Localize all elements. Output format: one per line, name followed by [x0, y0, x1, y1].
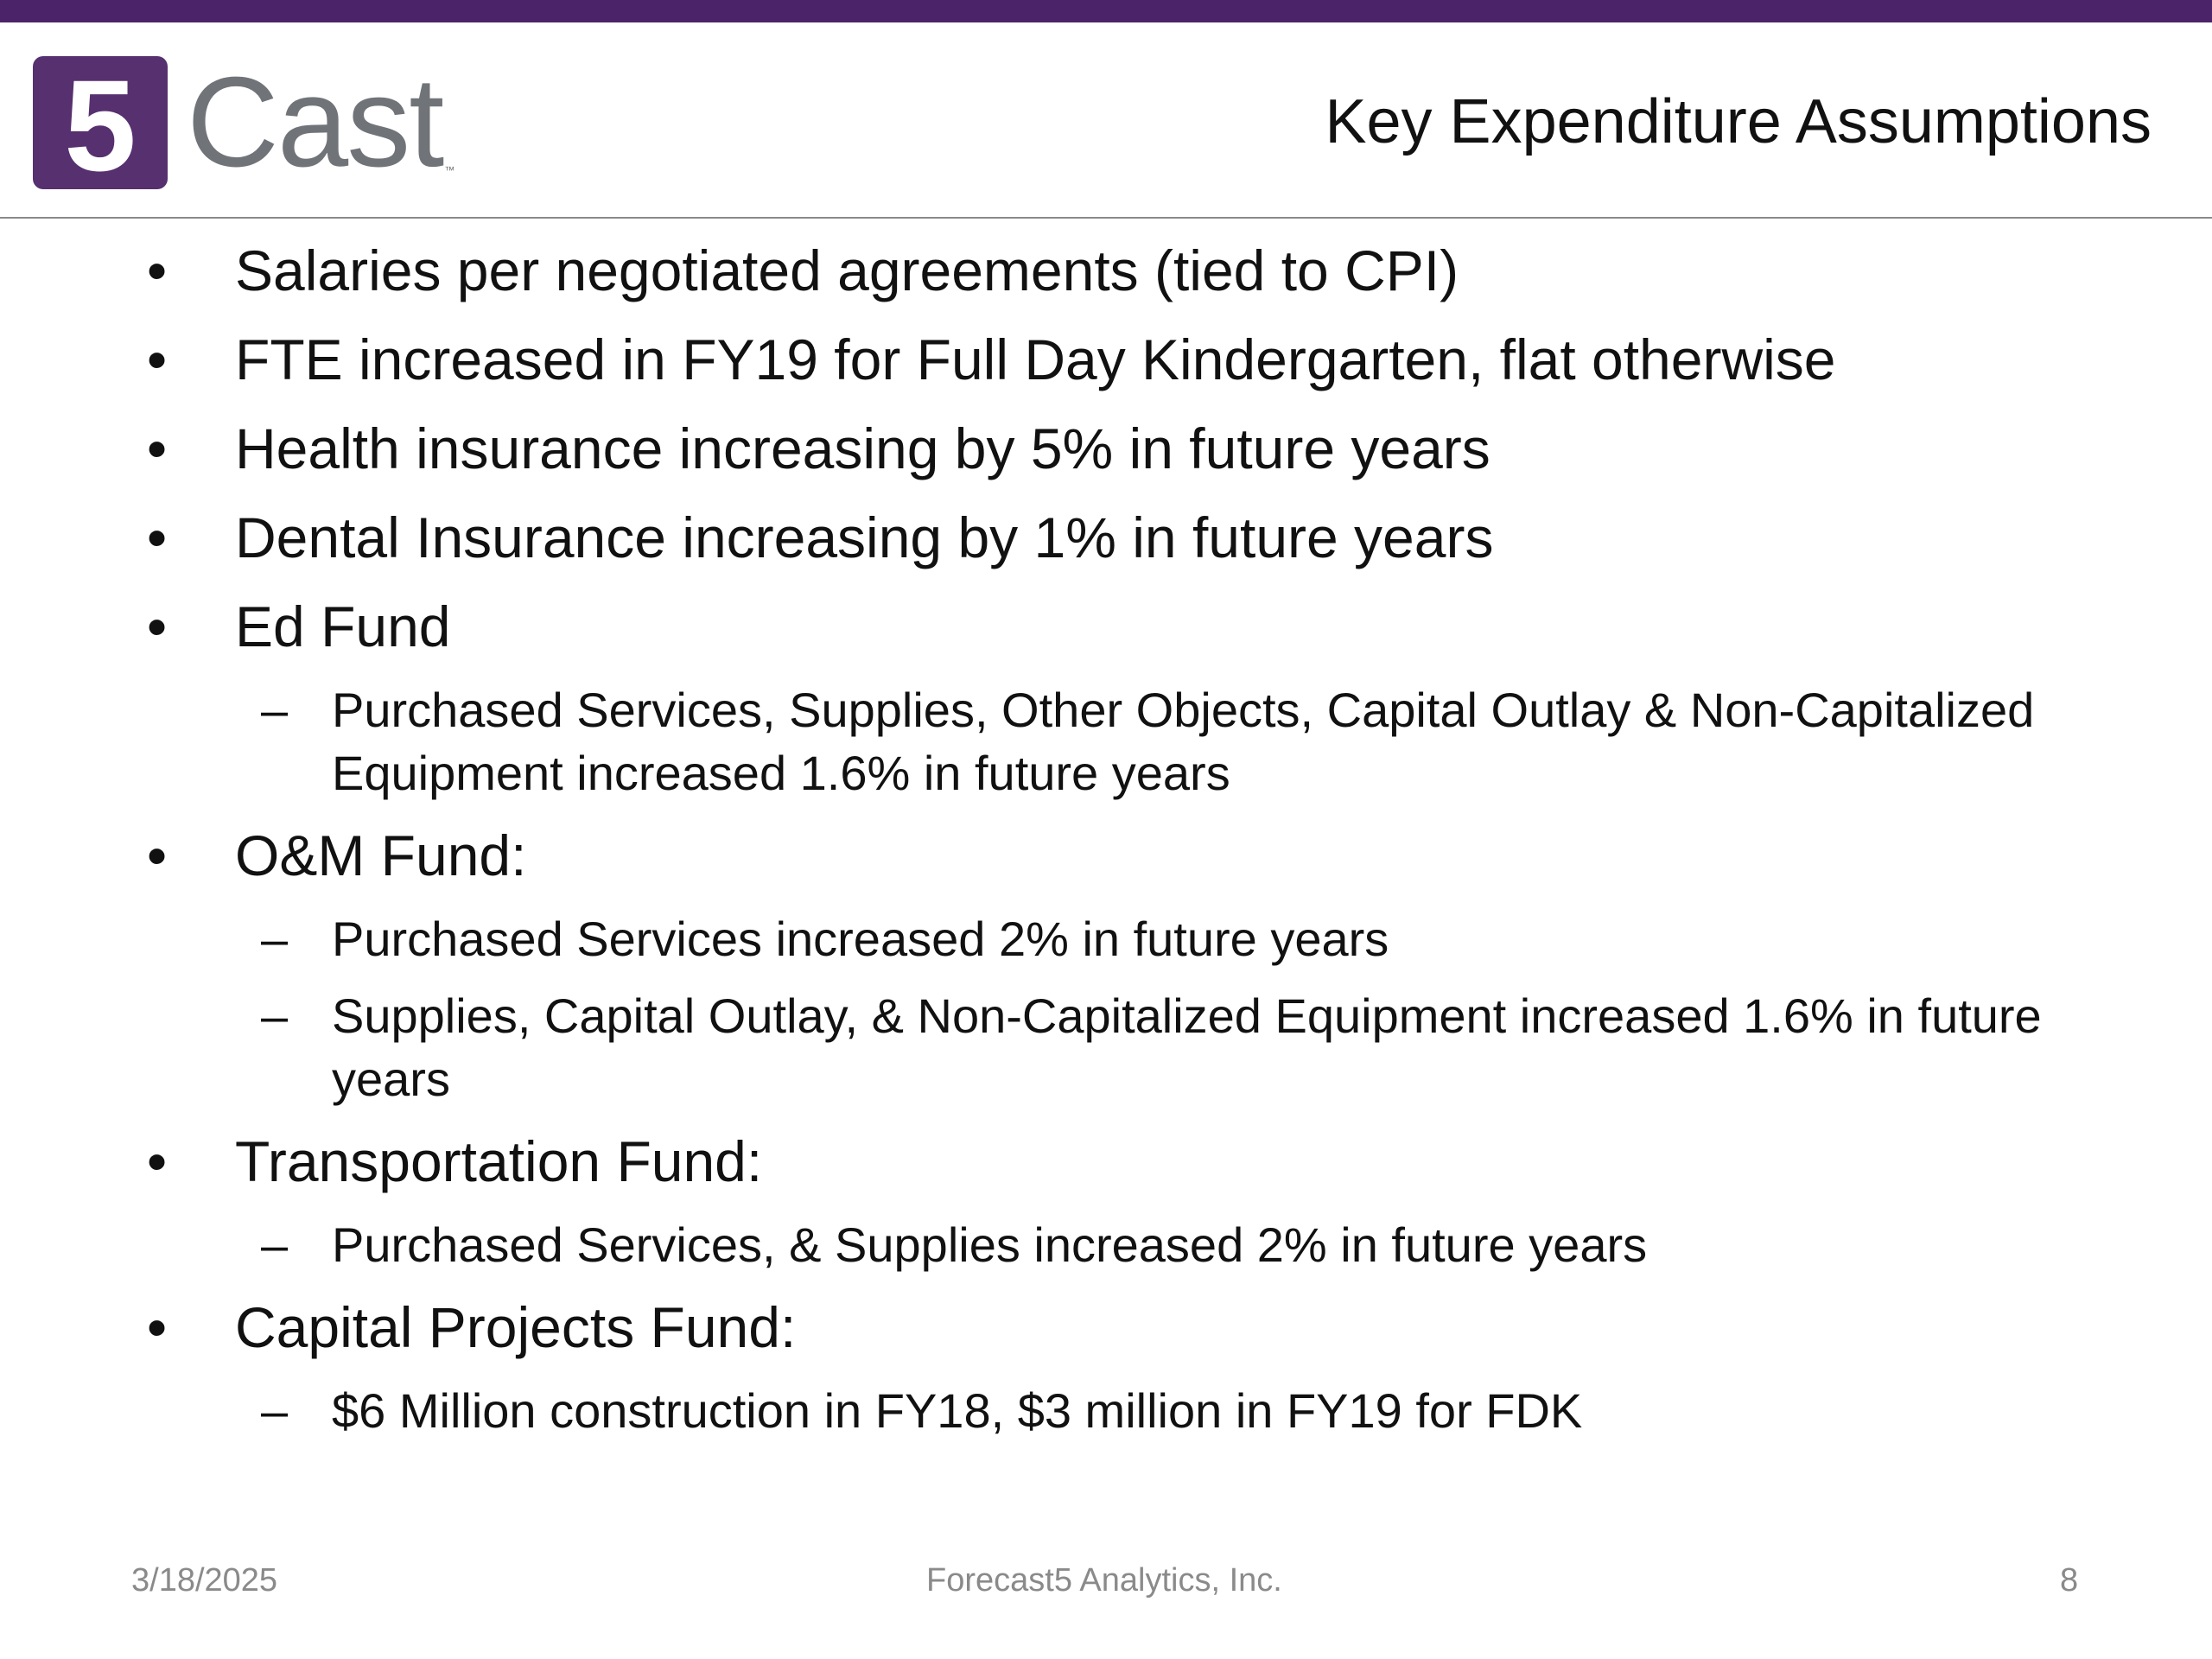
dash-marker: –: [261, 683, 289, 737]
footer-page-number: 8: [2060, 1562, 2079, 1599]
bullet-text: O&M Fund:: [235, 823, 527, 887]
bullet-item: • Health insurance increasing by 5% in fu…: [147, 411, 2100, 486]
bullet-item: • Capital Projects Fund:: [147, 1290, 2100, 1364]
bullet-text: Ed Fund: [235, 594, 451, 658]
sub-bullet-item: – Purchased Services increased 2% in futu…: [147, 907, 2100, 970]
logo-wordmark: Cast: [187, 51, 444, 194]
footer-date: 3/18/2025: [131, 1562, 278, 1599]
logo-mark-text: 5: [64, 56, 136, 189]
bullet-marker: •: [147, 1295, 168, 1359]
dash-marker: –: [261, 988, 289, 1043]
bullet-item: • Dental Insurance increasing by 1% in fu…: [147, 500, 2100, 575]
sub-bullet-item: – Purchased Services, Supplies, Other Obj…: [147, 678, 2100, 804]
bullet-text: Capital Projects Fund:: [235, 1295, 797, 1359]
dash-marker: –: [261, 912, 289, 966]
bullet-item: • O&M Fund:: [147, 818, 2100, 893]
bullet-list: • Salaries per negotiated agreements (tie…: [147, 233, 2100, 1456]
5cast-logo: 5 Cast ™: [33, 54, 454, 192]
bullet-text: Health insurance increasing by 5% in fut…: [235, 416, 1491, 480]
bullet-marker: •: [147, 1129, 168, 1193]
bullet-marker: •: [147, 505, 168, 569]
bullet-text: Dental Insurance increasing by 1% in fut…: [235, 505, 1494, 569]
bullet-marker: •: [147, 416, 168, 480]
bullet-marker: •: [147, 823, 168, 887]
bullet-item: • Salaries per negotiated agreements (tie…: [147, 233, 2100, 308]
sub-bullet-item: – $6 Million construction in FY18, $3 mil…: [147, 1379, 2100, 1442]
top-accent-bar: [0, 0, 2212, 22]
bullet-marker: •: [147, 238, 168, 302]
logo-five-glyph: 5: [64, 56, 136, 189]
bullet-item: • Ed Fund: [147, 589, 2100, 664]
sub-bullet-item: – Supplies, Capital Outlay, & Non-Capital…: [147, 984, 2100, 1110]
bullet-item: • Transportation Fund:: [147, 1124, 2100, 1198]
logo-mark-icon: 5: [33, 56, 168, 189]
sub-bullet-text: $6 Million construction in FY18, $3 mill…: [332, 1383, 1583, 1438]
dash-marker: –: [261, 1383, 289, 1438]
sub-bullet-text: Purchased Services, & Supplies increased…: [332, 1217, 1648, 1272]
bullet-marker: •: [147, 327, 168, 391]
footer-company: Forecast5 Analytics, Inc.: [926, 1562, 1282, 1599]
bullet-text: FTE increased in FY19 for Full Day Kinde…: [235, 327, 1836, 391]
sub-bullet-text: Purchased Services, Supplies, Other Obje…: [332, 683, 2035, 800]
dash-marker: –: [261, 1217, 289, 1272]
slide-header: [0, 22, 2212, 218]
bullet-marker: •: [147, 594, 168, 658]
bullet-text: Salaries per negotiated agreements (tied…: [235, 238, 1459, 302]
bullet-item: • FTE increased in FY19 for Full Day Kind…: [147, 322, 2100, 397]
sub-bullet-text: Purchased Services increased 2% in futur…: [332, 912, 1389, 966]
sub-bullet-item: – Purchased Services, & Supplies increase…: [147, 1213, 2100, 1276]
header-divider: [0, 217, 2212, 219]
sub-bullet-text: Supplies, Capital Outlay, & Non-Capitali…: [332, 988, 2042, 1106]
logo-trademark: ™: [444, 164, 455, 176]
slide-title: Key Expenditure Assumptions: [1325, 87, 2152, 156]
bullet-text: Transportation Fund:: [235, 1129, 763, 1193]
